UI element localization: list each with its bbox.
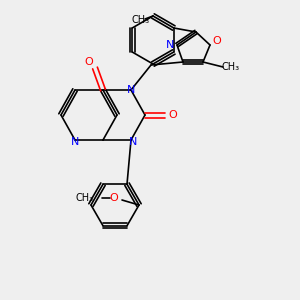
- Text: O: O: [213, 36, 221, 46]
- Text: O: O: [85, 57, 93, 67]
- Text: O: O: [110, 193, 118, 203]
- Text: N: N: [127, 85, 135, 95]
- Text: N: N: [166, 40, 174, 50]
- Text: CH₃: CH₃: [132, 15, 150, 25]
- Text: N: N: [129, 137, 137, 147]
- Text: N: N: [71, 137, 79, 147]
- Text: CH₃: CH₃: [76, 193, 94, 203]
- Text: CH₃: CH₃: [222, 62, 240, 72]
- Text: O: O: [169, 110, 177, 120]
